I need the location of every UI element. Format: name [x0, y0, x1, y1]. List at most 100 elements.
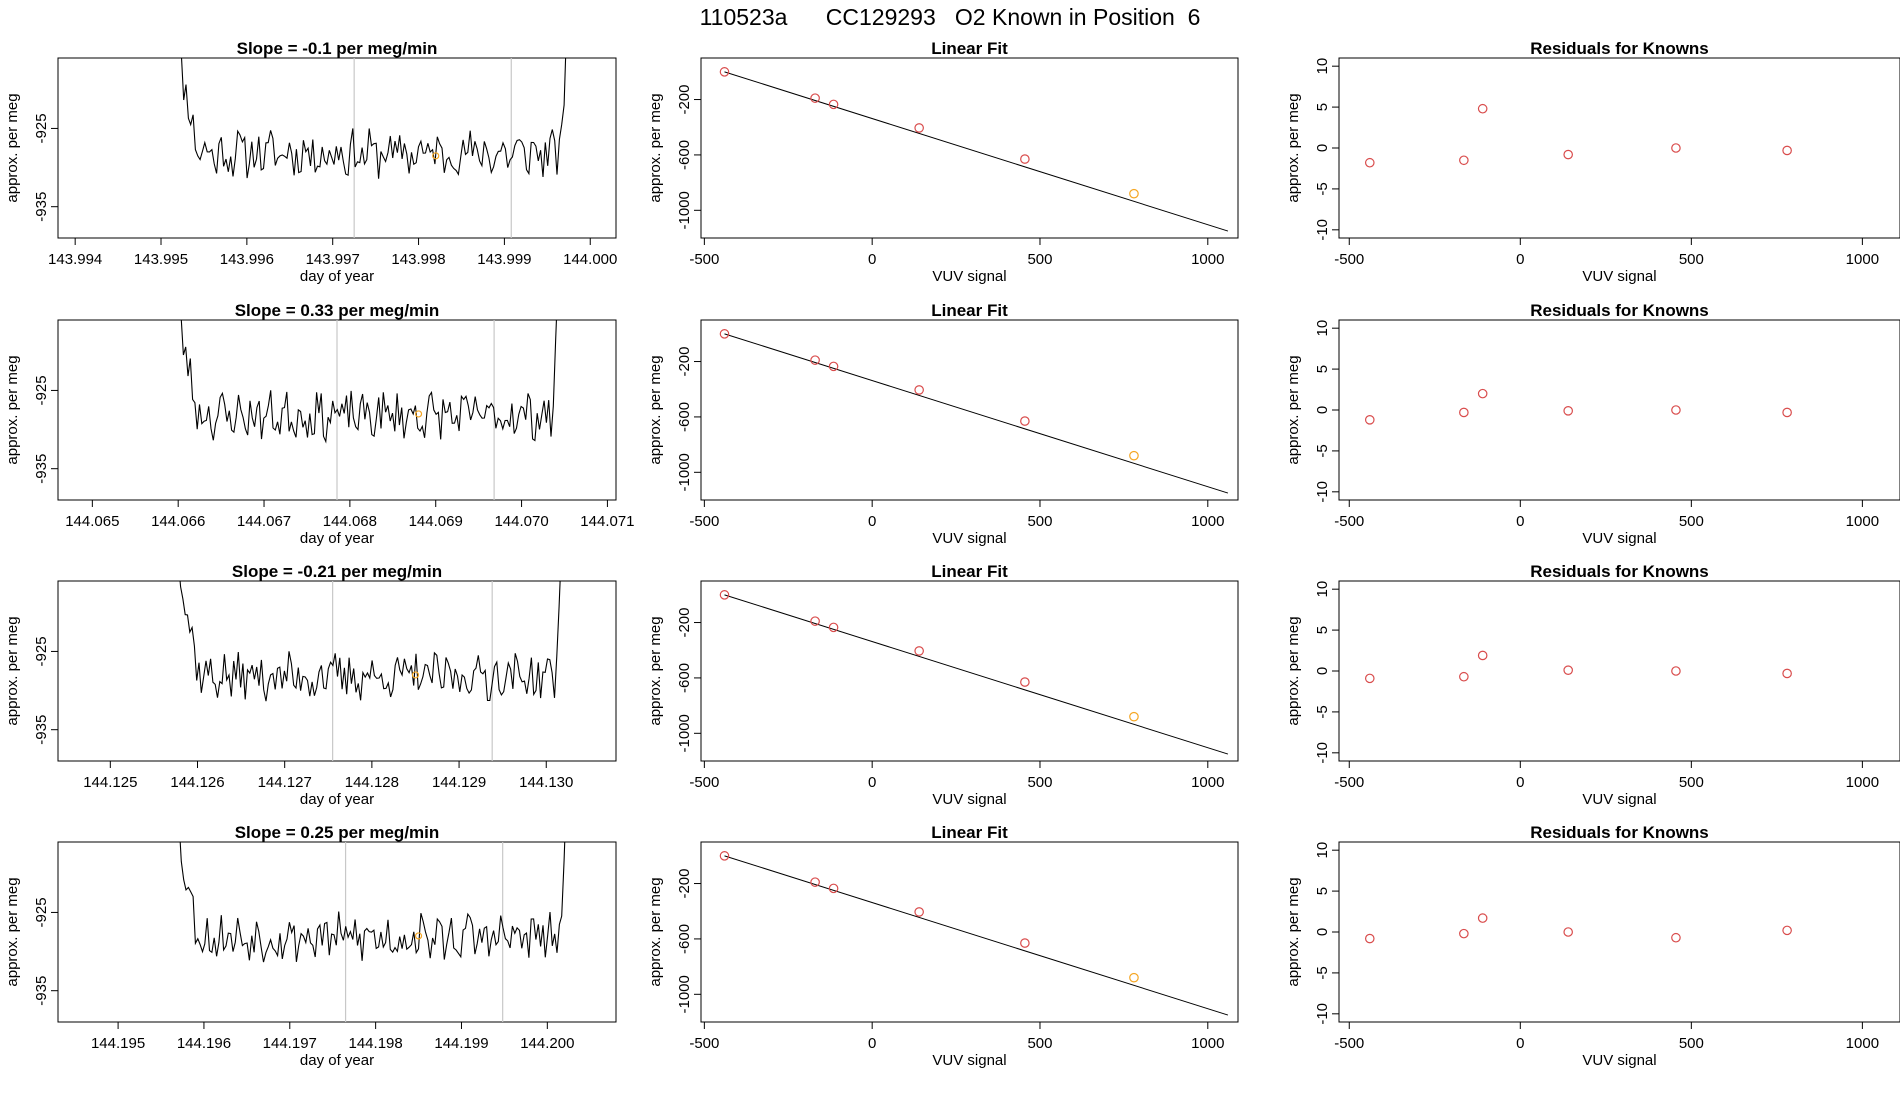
- x-tick-label: 500: [1027, 1035, 1052, 1052]
- x-tick-label: 500: [1027, 251, 1052, 268]
- y-tick-label: -600: [676, 140, 693, 170]
- y-tick-label: -200: [676, 347, 693, 377]
- data-layer: [1364, 388, 1792, 425]
- x-axis-label: day of year: [300, 268, 374, 285]
- y-axis-label: approx. per meg: [4, 616, 21, 725]
- fit-point: [1129, 711, 1139, 722]
- x-axis-label: VUV signal: [1582, 530, 1656, 547]
- x-tick-label: 144.125: [83, 774, 137, 791]
- fit-line: [724, 71, 1229, 232]
- y-tick-label: -10: [1314, 219, 1331, 241]
- plot-frame: [1338, 319, 1900, 501]
- y-axis-label: approx. per meg: [647, 93, 664, 202]
- panel-time-row-4: Slope = 0.25 per meg/min 144.195 144.196 14…: [4, 823, 617, 1069]
- residual-point: [1671, 143, 1681, 153]
- panel-title: Linear Fit: [931, 301, 1008, 320]
- x-axis-label: day of year: [300, 530, 374, 547]
- residual-point: [1459, 928, 1469, 939]
- x-axis-label: VUV signal: [1582, 791, 1656, 808]
- y-tick-label: -5: [1314, 705, 1331, 718]
- y-tick-label: 0: [1314, 406, 1331, 414]
- fit-line: [724, 594, 1229, 755]
- residual-point: [1477, 650, 1488, 661]
- x-tick-label: 143.997: [306, 251, 360, 268]
- y-axis-label: approx. per meg: [4, 355, 21, 464]
- panel-title: Slope = -0.21 per meg/min: [232, 562, 442, 581]
- data-layer: [1364, 103, 1792, 168]
- signal-trace: [179, 581, 561, 702]
- x-axis-label: day of year: [300, 791, 374, 808]
- x-tick-label: 0: [868, 251, 876, 268]
- x-tick-label: 1000: [1191, 251, 1224, 268]
- y-axis-label: approx. per meg: [1285, 355, 1302, 464]
- x-tick-label: 0: [1516, 774, 1524, 791]
- y-tick-label: 0: [1314, 928, 1331, 936]
- x-tick-label: 0: [868, 513, 876, 530]
- panel-title: Linear Fit: [931, 823, 1008, 842]
- residual-point: [1364, 673, 1375, 684]
- residual-point: [1459, 407, 1469, 418]
- residual-point: [1459, 671, 1469, 682]
- panel-title: Slope = -0.1 per meg/min: [237, 39, 438, 58]
- panel-resid-row-4: Residuals for Knowns -500 0 500 1000 10 5 0 -5 -1…: [1285, 823, 1900, 1069]
- panel-title: Slope = 0.33 per meg/min: [235, 301, 440, 320]
- fit-point: [810, 877, 820, 887]
- y-tick-label: 10: [1314, 320, 1331, 337]
- fit-point: [719, 329, 730, 339]
- y-tick-label: 5: [1314, 626, 1331, 634]
- x-axis-label: VUV signal: [932, 268, 1006, 285]
- residual-point: [1563, 665, 1573, 675]
- y-tick-label: -5: [1314, 182, 1331, 195]
- signal-trace: [180, 320, 557, 444]
- x-tick-label: -500: [1334, 251, 1364, 268]
- plot-frame: [700, 841, 1239, 1023]
- fit-line: [724, 855, 1229, 1016]
- data-layer: [179, 581, 561, 761]
- x-tick-label: 144.126: [170, 774, 224, 791]
- x-axis-label: VUV signal: [1582, 1052, 1656, 1069]
- x-tick-label: 144.196: [177, 1035, 231, 1052]
- residual-point: [1671, 666, 1681, 676]
- panel-fit-row-3: Linear Fit -500 0 500 1000 -200 -600 -1000 VUV s…: [647, 562, 1239, 808]
- panel-fit-row-1: Linear Fit -500 0 500 1000 -200 -600 -1000 VUV s…: [647, 39, 1239, 285]
- y-axis-label: approx. per meg: [647, 355, 664, 464]
- data-layer: [719, 329, 1229, 494]
- fit-point: [1020, 677, 1030, 687]
- panel-title: Linear Fit: [931, 562, 1008, 581]
- data-layer: [179, 842, 566, 1022]
- x-tick-label: 500: [1679, 774, 1704, 791]
- y-tick-label: 10: [1314, 581, 1331, 598]
- x-tick-label: 144.071: [580, 513, 634, 530]
- y-tick-label: -1000: [676, 714, 693, 752]
- x-tick-label: -500: [689, 251, 719, 268]
- x-tick-label: 143.994: [48, 251, 102, 268]
- x-axis-label: VUV signal: [932, 1052, 1006, 1069]
- fit-point: [914, 385, 924, 395]
- y-tick-label: -1000: [676, 975, 693, 1013]
- y-tick-label: -600: [676, 663, 693, 693]
- panel-title: Residuals for Knowns: [1530, 39, 1709, 58]
- x-tick-label: 1000: [1846, 1035, 1879, 1052]
- y-tick-label: -200: [676, 869, 693, 899]
- panel-title: Linear Fit: [931, 39, 1008, 58]
- y-axis-label: approx. per meg: [4, 93, 21, 202]
- x-tick-label: 144.197: [263, 1035, 317, 1052]
- fit-point: [719, 67, 730, 77]
- x-tick-label: 144.198: [349, 1035, 403, 1052]
- y-tick-label: 0: [1314, 144, 1331, 152]
- y-axis-label: approx. per meg: [1285, 877, 1302, 986]
- fit-point: [1129, 450, 1139, 461]
- residual-point: [1671, 932, 1681, 943]
- residual-point: [1782, 407, 1792, 418]
- y-tick-label: -925: [33, 897, 50, 927]
- x-tick-label: 144.199: [434, 1035, 488, 1052]
- panel-time-row-1: Slope = -0.1 per meg/min 143.994 143.995 14…: [4, 39, 617, 285]
- x-tick-label: 144.128: [345, 774, 399, 791]
- residual-point: [1364, 415, 1375, 425]
- fit-point: [1020, 938, 1030, 948]
- x-tick-label: 144.070: [494, 513, 548, 530]
- plot-frame: [700, 580, 1239, 762]
- fit-line: [724, 333, 1229, 494]
- y-tick-label: -935: [33, 976, 50, 1006]
- signal-trace: [180, 58, 567, 179]
